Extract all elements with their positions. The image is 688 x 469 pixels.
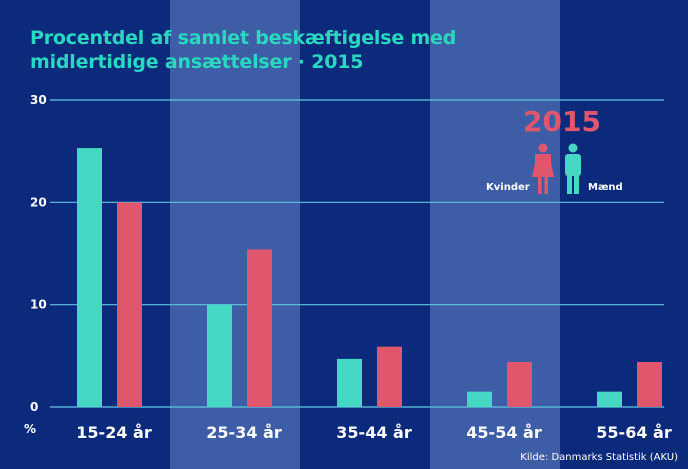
bar-maend-4 <box>597 391 622 407</box>
category-label: 55-64 år <box>596 423 672 442</box>
title-line-1: Procentdel af samlet beskæftigelse med <box>30 27 457 49</box>
y-tick-label: 0 <box>30 400 38 414</box>
category-label: 15-24 år <box>76 423 152 442</box>
bar-kvinder-2 <box>377 346 402 407</box>
chart-title: Procentdel af samlet beskæftigelse med m… <box>30 26 456 74</box>
bar-kvinder-1 <box>247 249 272 407</box>
bar-maend-0 <box>77 148 102 407</box>
legend-label-maend: Mænd <box>588 182 623 193</box>
y-tick-labels: 0 10 20 30 <box>30 93 47 414</box>
bar-maend-1 <box>207 304 232 407</box>
category-label: 35-44 år <box>336 423 412 442</box>
y-tick-label: 20 <box>30 195 47 209</box>
category-labels: 15-24 år 25-34 år 35-44 år 45-54 år 55-64 år <box>76 423 672 442</box>
bar-maend-3 <box>467 391 492 407</box>
y-axis-unit: % <box>24 422 37 436</box>
legend-year: 2015 <box>523 105 601 138</box>
band-1 <box>170 0 300 469</box>
title-line-2: midlertidige ansættelser · 2015 <box>30 51 364 73</box>
y-tick-label: 30 <box>30 93 47 107</box>
band-3 <box>430 0 560 469</box>
man-icon <box>565 143 581 194</box>
source-note: Kilde: Danmarks Statistik (AKU) <box>520 452 678 463</box>
legend-icons <box>532 143 581 194</box>
bar-kvinder-0 <box>117 202 142 407</box>
bars <box>77 148 662 407</box>
bar-kvinder-4 <box>637 361 662 407</box>
background-bands <box>170 0 560 469</box>
woman-icon <box>532 143 554 194</box>
category-label: 25-34 år <box>206 423 282 442</box>
bar-kvinder-3 <box>507 361 532 407</box>
bar-maend-2 <box>337 358 362 407</box>
category-label: 45-54 år <box>466 423 542 442</box>
legend-label-kvinder: Kvinder <box>486 182 530 193</box>
y-tick-label: 10 <box>30 298 47 312</box>
